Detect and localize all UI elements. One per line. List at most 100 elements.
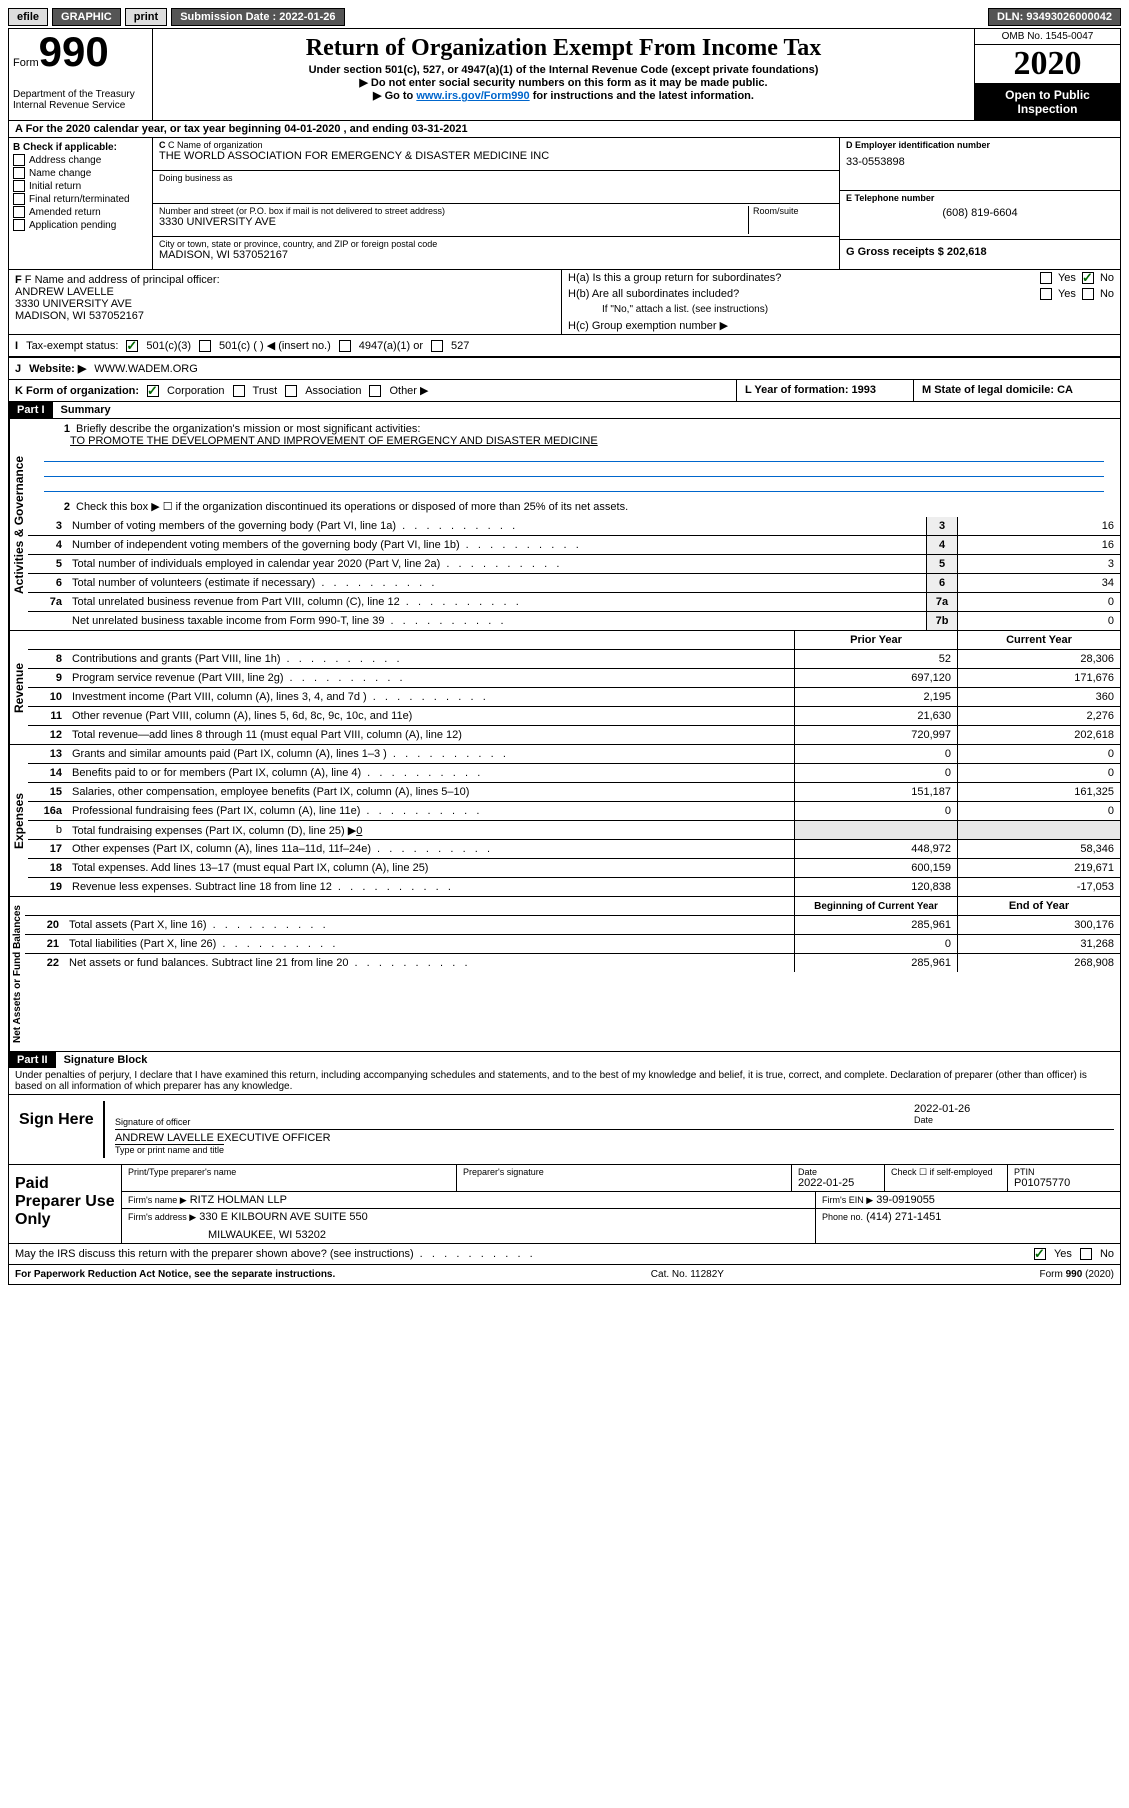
line1-label: Briefly describe the organization's miss… (76, 423, 420, 435)
ptin-value: P01075770 (1014, 1177, 1114, 1189)
p17: 448,972 (794, 840, 957, 858)
cb-discuss-yes[interactable] (1034, 1248, 1046, 1260)
sign-here-label: Sign Here (15, 1101, 103, 1158)
c17: 58,346 (957, 840, 1120, 858)
ein-label: D Employer identification number (846, 140, 1114, 150)
cb-corp[interactable] (147, 385, 159, 397)
section-bcd: B Check if applicable: Address change Na… (9, 138, 1120, 269)
footer-mid: Cat. No. 11282Y (651, 1269, 724, 1280)
line7a-text: Total unrelated business revenue from Pa… (68, 595, 926, 609)
part1-title: Summary (53, 402, 119, 418)
cb-trust[interactable] (233, 385, 245, 397)
line7b-text: Net unrelated business taxable income fr… (68, 614, 926, 628)
governance-section: Activities & Governance 1Briefly describ… (9, 418, 1120, 630)
cb-501c3[interactable] (126, 340, 138, 352)
c15: 161,325 (957, 783, 1120, 801)
vert-netassets: Net Assets or Fund Balances (9, 897, 25, 1051)
val-3: 16 (958, 517, 1120, 535)
sig-officer-label: Signature of officer (115, 1117, 914, 1127)
part2-title: Signature Block (56, 1052, 156, 1068)
p13: 0 (794, 745, 957, 763)
dln-label: DLN: 93493026000042 (988, 8, 1121, 26)
th-current: Current Year (957, 631, 1120, 649)
c21: 31,268 (957, 935, 1120, 953)
form-subtitle-2: ▶ Do not enter social security numbers o… (161, 76, 966, 89)
val-7a: 0 (958, 593, 1120, 611)
c11: 2,276 (957, 707, 1120, 725)
cb-ha-yes[interactable] (1040, 272, 1052, 284)
hb-row: H(b) Are all subordinates included? Yes … (562, 286, 1120, 302)
netassets-section: Net Assets or Fund Balances Beginning of… (9, 896, 1120, 1051)
cb-name-change[interactable] (13, 167, 25, 179)
line16b-text: Total fundraising expenses (Part IX, col… (68, 823, 794, 838)
cb-assoc[interactable] (285, 385, 297, 397)
vert-governance: Activities & Governance (9, 419, 28, 630)
cb-initial-return[interactable] (13, 180, 25, 192)
cb-501c[interactable] (199, 340, 211, 352)
year-formation: L Year of formation: 1993 (736, 380, 913, 401)
line3-text: Number of voting members of the governin… (68, 519, 926, 533)
efile-button[interactable]: efile (8, 8, 48, 26)
type-name-label: Type or print name and title (115, 1144, 224, 1155)
c10: 360 (957, 688, 1120, 706)
cb-527[interactable] (431, 340, 443, 352)
th-prior: Prior Year (794, 631, 957, 649)
val-6: 34 (958, 574, 1120, 592)
cb-address-change[interactable] (13, 154, 25, 166)
p21: 0 (794, 935, 957, 953)
cb-hb-no[interactable] (1082, 288, 1094, 300)
col-b-checkboxes: B Check if applicable: Address change Na… (9, 138, 153, 269)
inspection-label: Open to Public Inspection (975, 84, 1120, 120)
officer-label: F F Name and address of principal office… (15, 274, 555, 286)
period-row: A For the 2020 calendar year, or tax yea… (9, 121, 1120, 138)
expenses-section: Expenses 13Grants and similar amounts pa… (9, 744, 1120, 896)
tax-year: 2020 (975, 45, 1120, 84)
p15: 151,187 (794, 783, 957, 801)
cb-hb-yes[interactable] (1040, 288, 1052, 300)
c13: 0 (957, 745, 1120, 763)
line15-text: Salaries, other compensation, employee b… (68, 785, 794, 799)
c14: 0 (957, 764, 1120, 782)
cb-4947[interactable] (339, 340, 351, 352)
line9-text: Program service revenue (Part VIII, line… (68, 671, 794, 685)
line14-text: Benefits paid to or for members (Part IX… (68, 766, 794, 780)
ein-value: 33-0553898 (846, 150, 1114, 168)
cb-ha-no[interactable] (1082, 272, 1094, 284)
city-value: MADISON, WI 537052167 (159, 249, 833, 261)
val-4: 16 (958, 536, 1120, 554)
sig-date-value: 2022-01-26 (914, 1103, 1114, 1115)
officer-street: 3330 UNIVERSITY AVE (15, 298, 555, 310)
line11-text: Other revenue (Part VIII, column (A), li… (68, 709, 794, 723)
street-label: Number and street (or P.O. box if mail i… (159, 206, 748, 216)
firm-addr2: MILWAUKEE, WI 53202 (208, 1229, 809, 1241)
line13-text: Grants and similar amounts paid (Part IX… (68, 747, 794, 761)
c16a: 0 (957, 802, 1120, 820)
officer-city: MADISON, WI 537052167 (15, 310, 555, 322)
c8: 28,306 (957, 650, 1120, 668)
vert-revenue: Revenue (9, 631, 28, 744)
line21-text: Total liabilities (Part X, line 26) (65, 937, 794, 951)
state-domicile: M State of legal domicile: CA (913, 380, 1120, 401)
cb-discuss-no[interactable] (1080, 1248, 1092, 1260)
part1-header-row: Part I Summary (9, 401, 1120, 418)
row-i: I Tax-exempt status: 501(c)(3) 501(c) ( … (9, 334, 1120, 357)
line10-text: Investment income (Part VIII, column (A)… (68, 690, 794, 704)
firm-name: RITZ HOLMAN LLP (190, 1194, 287, 1206)
cb-amended[interactable] (13, 206, 25, 218)
vert-expenses: Expenses (9, 745, 28, 896)
org-name-label: C C Name of organization (159, 140, 833, 150)
p22: 285,961 (794, 954, 957, 972)
preparer-section: Paid Preparer Use Only Print/Type prepar… (9, 1164, 1120, 1243)
preparer-label: Paid Preparer Use Only (9, 1165, 122, 1243)
print-button[interactable]: print (125, 8, 167, 26)
cb-final-return[interactable] (13, 193, 25, 205)
cb-app-pending[interactable] (13, 219, 25, 231)
gross-receipts: G Gross receipts $ 202,618 (840, 240, 1120, 264)
p16a: 0 (794, 802, 957, 820)
graphic-button[interactable]: GRAPHIC (52, 8, 121, 26)
line20-text: Total assets (Part X, line 16) (65, 918, 794, 932)
sig-date-label: Date (914, 1115, 1114, 1125)
irs-link[interactable]: www.irs.gov/Form990 (416, 90, 529, 102)
form-header: Form990 Department of the Treasury Inter… (9, 29, 1120, 121)
cb-other[interactable] (369, 385, 381, 397)
